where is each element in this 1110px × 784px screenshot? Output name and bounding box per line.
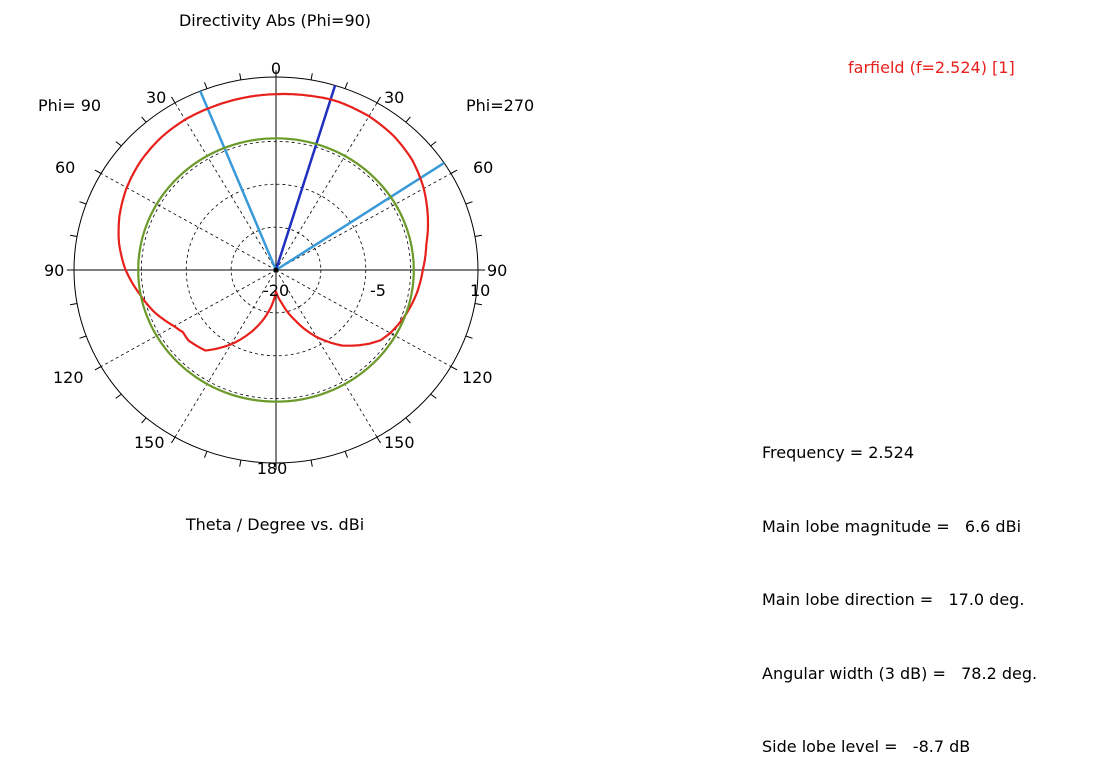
- angle-tick: [142, 117, 147, 122]
- legend-entry: farfield (f=2.524) [1]: [848, 58, 1015, 77]
- angle-tick: [172, 437, 176, 443]
- stat-angular-width: Angular width (3 dB) = 78.2 deg.: [762, 662, 1037, 687]
- angle-label-180: 180: [257, 459, 288, 478]
- angle-label-120-left: 120: [53, 368, 84, 387]
- angle-tick: [80, 336, 87, 338]
- angle-tick: [311, 460, 312, 467]
- angle-label-30-right: 30: [384, 88, 404, 107]
- center-point: [274, 268, 279, 273]
- radial-tick-label-minus20: -20: [263, 281, 289, 300]
- angle-tick: [406, 117, 411, 122]
- angle-tick: [345, 82, 347, 88]
- angle-label-60-right: 60: [473, 158, 493, 177]
- beamwidth-marker: [276, 163, 444, 270]
- angle-tick: [377, 97, 381, 103]
- stat-main-lobe-magnitude: Main lobe magnitude = 6.6 dBi: [762, 515, 1037, 540]
- angle-tick: [95, 170, 101, 173]
- angle-tick: [466, 202, 473, 204]
- grid-spoke: [175, 270, 276, 437]
- angle-tick: [451, 367, 457, 370]
- angle-tick: [116, 142, 122, 146]
- angle-tick: [406, 418, 411, 423]
- angle-tick: [377, 437, 381, 443]
- chart-title: Directivity Abs (Phi=90): [179, 11, 371, 30]
- beamwidth-marker: [200, 91, 276, 270]
- angle-tick: [172, 97, 176, 103]
- angle-tick: [466, 336, 473, 338]
- angle-tick: [70, 304, 77, 305]
- angle-tick: [205, 451, 207, 457]
- angle-tick: [70, 235, 77, 236]
- angle-tick: [95, 367, 101, 370]
- angle-label-90-left: 90: [44, 261, 64, 280]
- angle-label-60-left: 60: [55, 158, 75, 177]
- radial-tick-label-10: 10: [470, 281, 490, 300]
- angle-tick: [142, 418, 147, 423]
- angle-label-150-right: 150: [384, 433, 415, 452]
- angle-tick: [205, 82, 207, 88]
- radial-tick-label-minus5: -5: [370, 281, 386, 300]
- angle-tick: [345, 451, 347, 457]
- stat-frequency: Frequency = 2.524: [762, 441, 1037, 466]
- angle-label-120-right: 120: [462, 368, 493, 387]
- main-lobe-marker: [276, 85, 335, 270]
- grid-spoke: [276, 103, 377, 270]
- angle-label-150-left: 150: [134, 433, 165, 452]
- angle-tick: [311, 73, 312, 80]
- phi-left-label: Phi= 90: [38, 96, 101, 115]
- angle-tick: [431, 394, 437, 398]
- angle-tick: [431, 142, 437, 146]
- angle-tick: [80, 202, 87, 204]
- angle-tick: [240, 73, 241, 80]
- x-axis-label: Theta / Degree vs. dBi: [185, 515, 364, 534]
- angle-label-90-right: 90: [487, 261, 507, 280]
- angle-tick: [475, 235, 482, 236]
- stat-side-lobe-level: Side lobe level = -8.7 dB: [762, 735, 1037, 760]
- phi-right-label: Phi=270: [466, 96, 534, 115]
- angle-tick: [116, 394, 122, 398]
- pattern-curve: [119, 94, 428, 351]
- angle-label-30-left: 30: [146, 88, 166, 107]
- angle-label-0: 0: [271, 59, 281, 78]
- angle-tick: [451, 170, 457, 173]
- stats-panel: Frequency = 2.524 Main lobe magnitude = …: [762, 392, 1037, 784]
- stat-main-lobe-direction: Main lobe direction = 17.0 deg.: [762, 588, 1037, 613]
- angle-tick: [475, 304, 482, 305]
- grid-spoke: [276, 270, 451, 367]
- angle-tick: [240, 460, 241, 467]
